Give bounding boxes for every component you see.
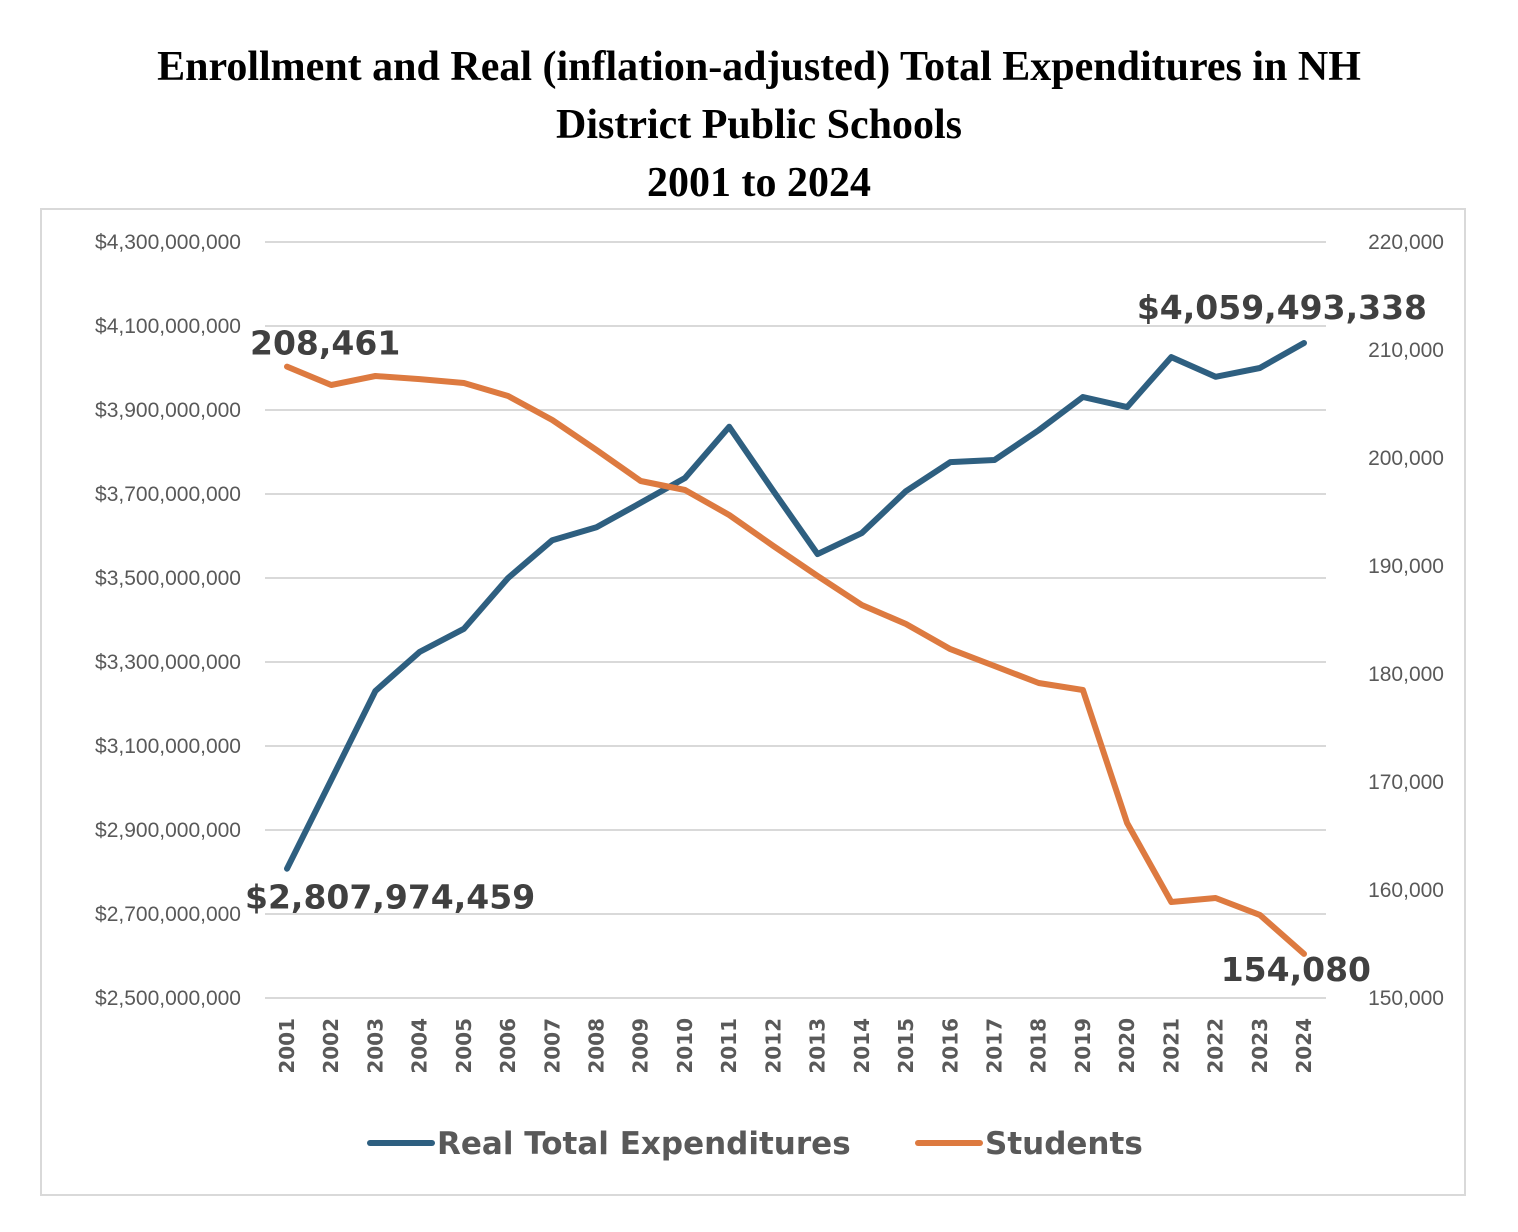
legend: Real Total Expenditures Students <box>367 1126 1143 1162</box>
left-y-tick-label: $2,700,000,000 <box>95 903 241 926</box>
x-tick-label: 2014 <box>850 1018 874 1074</box>
x-tick-label: 2001 <box>275 1018 299 1074</box>
series-line-real-total-expenditures <box>284 340 1307 872</box>
chart-title: Enrollment and Real (inflation-adjusted)… <box>0 38 1518 212</box>
left-y-tick-label: $3,700,000,000 <box>95 483 241 506</box>
left-y-axis: $2,500,000,000 $2,700,000,000 $2,900,000,0… <box>95 231 241 1010</box>
data-label: 208,461 <box>250 324 400 363</box>
x-tick-label: 2017 <box>982 1018 1006 1074</box>
x-tick-label: 2010 <box>673 1018 697 1074</box>
left-y-tick-label: $3,300,000,000 <box>95 651 241 674</box>
x-tick-label: 2013 <box>806 1018 830 1074</box>
x-tick-label: 2020 <box>1115 1018 1139 1074</box>
left-y-tick-label: $2,500,000,000 <box>95 987 241 1010</box>
left-y-tick-label: $3,900,000,000 <box>95 399 241 422</box>
x-tick-label: 2005 <box>452 1018 476 1074</box>
right-y-tick-label: 200,000 <box>1368 447 1444 470</box>
x-tick-label: 2022 <box>1204 1018 1228 1074</box>
left-y-tick-label: $3,500,000,000 <box>95 567 241 590</box>
x-tick-label: 2006 <box>496 1018 520 1074</box>
x-tick-label: 2019 <box>1071 1018 1095 1074</box>
x-tick-label: 2009 <box>629 1018 653 1074</box>
legend-label: Real Total Expenditures <box>437 1126 851 1162</box>
right-y-tick-label: 170,000 <box>1368 771 1444 794</box>
x-tick-label: 2015 <box>894 1018 918 1074</box>
right-y-tick-label: 190,000 <box>1368 555 1444 578</box>
data-label: $2,807,974,459 <box>245 878 535 917</box>
data-label: $4,059,493,338 <box>1137 288 1427 327</box>
right-y-tick-label: 220,000 <box>1368 231 1444 254</box>
x-tick-label: 2002 <box>319 1018 343 1074</box>
right-y-tick-label: 180,000 <box>1368 663 1444 686</box>
gridlines <box>265 241 1326 999</box>
right-y-tick-label: 150,000 <box>1368 987 1444 1010</box>
right-y-tick-label: 210,000 <box>1368 339 1444 362</box>
left-y-tick-label: $4,100,000,000 <box>95 315 241 338</box>
x-tick-label: 2004 <box>408 1018 432 1074</box>
x-tick-label: 2016 <box>938 1018 962 1074</box>
x-axis: 2001 2002 2003 2004 2005 2006 2007 2008 2009 2010… <box>275 1018 1316 1074</box>
x-tick-label: 2007 <box>540 1018 564 1074</box>
data-labels: $2,807,974,459 $4,059,493,338 208,461 154,0… <box>245 288 1427 989</box>
x-tick-label: 2008 <box>585 1018 609 1074</box>
x-tick-label: 2023 <box>1248 1018 1272 1074</box>
chart-title-line-2: District Public Schools <box>556 102 962 148</box>
x-tick-label: 2018 <box>1027 1018 1051 1074</box>
x-tick-label: 2011 <box>717 1018 741 1074</box>
x-tick-label: 2021 <box>1159 1018 1183 1074</box>
data-label: 154,080 <box>1221 950 1371 989</box>
left-y-tick-label: $2,900,000,000 <box>95 819 241 842</box>
x-tick-label: 2003 <box>363 1018 387 1074</box>
left-y-tick-label: $4,300,000,000 <box>95 231 241 254</box>
x-tick-label: 2024 <box>1292 1018 1316 1074</box>
x-tick-label: 2012 <box>761 1018 785 1074</box>
chart-title-line-1: Enrollment and Real (inflation-adjusted)… <box>157 44 1361 90</box>
chart-title-line-3: 2001 to 2024 <box>647 160 871 206</box>
series-lines <box>284 340 1307 957</box>
right-y-axis: 150,000 160,000 170,000 180,000 190,000 200,0… <box>1368 231 1444 1010</box>
right-y-tick-label: 160,000 <box>1368 879 1444 902</box>
left-y-tick-label: $3,100,000,000 <box>95 735 241 758</box>
legend-label: Students <box>985 1126 1143 1162</box>
series-line-students <box>284 363 1307 957</box>
